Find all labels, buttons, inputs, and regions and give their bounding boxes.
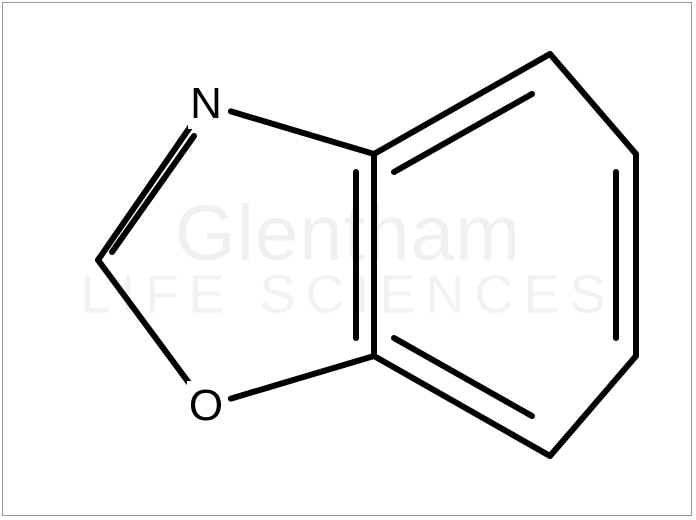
atom-label-O: O [187,381,225,431]
chemical-structure [0,0,696,520]
diagram-canvas: Glentham LIFE SCIENCES NO [0,0,696,520]
atom-label-N: N [188,79,224,129]
